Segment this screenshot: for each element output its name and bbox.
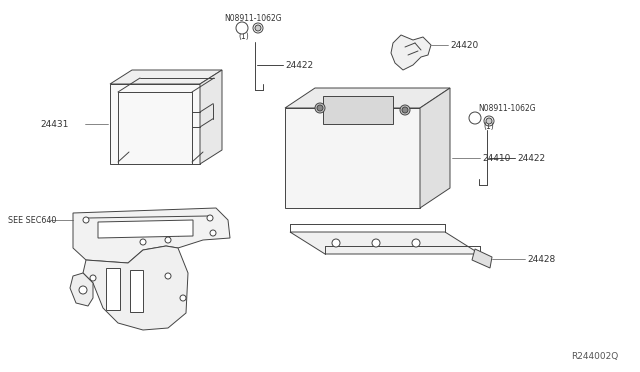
Polygon shape xyxy=(472,249,492,268)
Polygon shape xyxy=(420,88,450,208)
Text: SEE SEC640: SEE SEC640 xyxy=(8,215,56,224)
Polygon shape xyxy=(83,246,188,330)
Polygon shape xyxy=(290,232,480,254)
Circle shape xyxy=(180,295,186,301)
Circle shape xyxy=(315,103,325,113)
Polygon shape xyxy=(98,220,193,238)
Circle shape xyxy=(79,286,87,294)
Circle shape xyxy=(402,107,408,113)
Polygon shape xyxy=(110,70,222,84)
Circle shape xyxy=(486,118,492,124)
Text: R244002Q: R244002Q xyxy=(571,352,618,360)
Circle shape xyxy=(469,112,481,124)
Polygon shape xyxy=(391,35,431,70)
Polygon shape xyxy=(285,108,420,208)
Text: 24428: 24428 xyxy=(527,254,556,263)
Circle shape xyxy=(255,25,261,31)
Polygon shape xyxy=(110,84,200,164)
Polygon shape xyxy=(73,208,230,263)
Circle shape xyxy=(165,273,171,279)
Polygon shape xyxy=(285,88,450,108)
Circle shape xyxy=(207,215,213,221)
Text: 24431: 24431 xyxy=(40,119,68,128)
Circle shape xyxy=(400,105,410,115)
Circle shape xyxy=(372,239,380,247)
Polygon shape xyxy=(106,268,120,310)
Circle shape xyxy=(140,239,146,245)
Text: N: N xyxy=(239,25,244,31)
Circle shape xyxy=(412,239,420,247)
Polygon shape xyxy=(200,70,222,164)
Text: (1): (1) xyxy=(238,32,249,41)
Polygon shape xyxy=(323,96,393,124)
Circle shape xyxy=(165,237,171,243)
Text: N08911-1062G: N08911-1062G xyxy=(478,103,536,112)
Circle shape xyxy=(317,105,323,111)
Circle shape xyxy=(90,275,96,281)
Text: 24422: 24422 xyxy=(517,154,545,163)
Polygon shape xyxy=(70,273,93,306)
Circle shape xyxy=(332,239,340,247)
Text: 24422: 24422 xyxy=(285,61,313,70)
Polygon shape xyxy=(130,270,143,312)
Circle shape xyxy=(83,217,89,223)
Text: N: N xyxy=(472,115,477,121)
Circle shape xyxy=(236,22,248,34)
Circle shape xyxy=(210,230,216,236)
Text: 24410: 24410 xyxy=(482,154,510,163)
Text: N08911-1062G: N08911-1062G xyxy=(224,13,282,22)
Text: 24420: 24420 xyxy=(450,41,478,49)
Text: (1): (1) xyxy=(483,122,493,131)
